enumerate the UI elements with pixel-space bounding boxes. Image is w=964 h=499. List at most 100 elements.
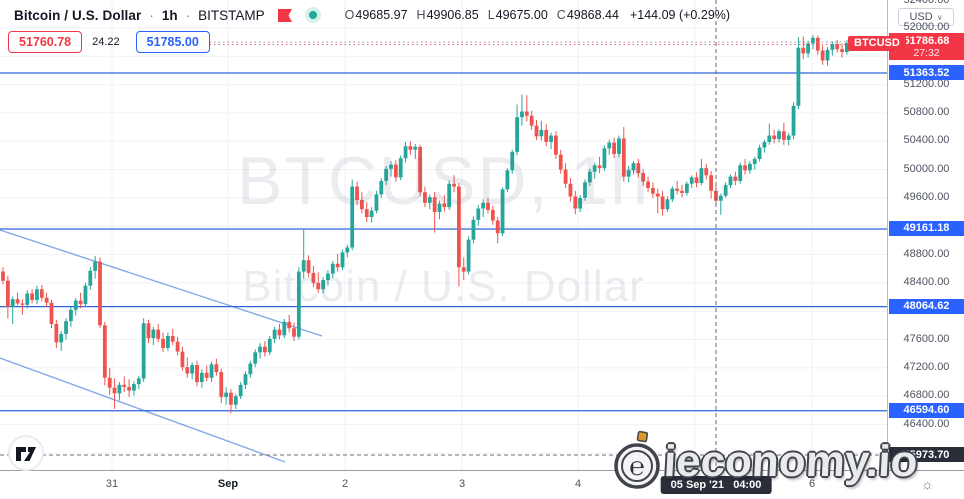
close-value: 49868.44 (566, 8, 619, 22)
candle-down (122, 384, 127, 387)
red-flag-icon[interactable] (277, 8, 293, 22)
candle-down (335, 263, 340, 268)
candle-down (277, 329, 282, 336)
candle-down (20, 303, 25, 305)
close-label: C (556, 8, 566, 22)
candle-up (602, 148, 607, 169)
candle-up (190, 365, 195, 374)
candle-down (214, 364, 219, 373)
candle-up (500, 189, 505, 234)
candle-up (253, 352, 258, 364)
candle-up (282, 321, 287, 336)
candle-down (219, 372, 224, 397)
candle-up (592, 165, 597, 172)
sell-button[interactable]: 51760.78 (8, 31, 83, 53)
candle-up (301, 260, 306, 272)
open-value: 49685.97 (355, 8, 408, 22)
candle-down (1, 271, 5, 281)
candle-up (762, 141, 767, 148)
candle-up (35, 289, 39, 300)
candle-down (714, 190, 718, 201)
candle-up (752, 158, 757, 164)
candle-down (102, 325, 107, 378)
candle-up (413, 146, 418, 150)
candle-up (267, 338, 272, 353)
candle-up (510, 151, 515, 171)
candle-down (544, 129, 549, 142)
candle-up (583, 182, 587, 198)
candle-down (704, 168, 709, 176)
candle-up (767, 135, 772, 142)
candle-up (238, 384, 243, 397)
candle-up (718, 195, 723, 201)
candle-up (631, 163, 636, 171)
price-axis-label: 46400.00 (903, 417, 950, 430)
candle-down (534, 125, 539, 137)
tradingview-logo[interactable] (6, 434, 46, 474)
time-axis-label: 4 (574, 478, 582, 490)
candle-down (675, 188, 680, 191)
candle-up (786, 135, 791, 140)
crosshair-time-badge: 05 Sep '21 04:00 (660, 476, 772, 494)
candle-up (689, 177, 694, 184)
candle-down (107, 377, 112, 388)
price-axis-label: 48400.00 (903, 275, 950, 288)
candle-up (665, 199, 670, 210)
candle-down (641, 173, 646, 182)
candle-down (393, 164, 398, 178)
candle-up (748, 163, 752, 171)
currency-label: USD (909, 11, 933, 23)
candle-down (175, 341, 180, 352)
candle-down (558, 154, 563, 170)
candle-up (723, 185, 728, 196)
candle-up (549, 135, 553, 142)
candle-up (777, 131, 781, 140)
candle-down (5, 280, 10, 307)
currency-selector[interactable]: USD ∨ (898, 8, 954, 26)
interval-label[interactable]: 1h (161, 7, 178, 23)
high-label: H (416, 8, 426, 22)
time-axis-label: Sep (217, 478, 239, 490)
candle-up (791, 105, 796, 136)
candle-up (272, 329, 277, 339)
market-status-dot (308, 11, 317, 19)
candle-down (54, 323, 59, 343)
candle-down (563, 169, 568, 184)
candle-down (98, 261, 102, 326)
price-axis-label: 47600.00 (903, 332, 950, 345)
candle-down (127, 386, 131, 391)
candle-up (59, 333, 64, 343)
change-value: +144.09 (+0.29%) (629, 8, 731, 22)
candle-up (825, 49, 830, 61)
candle-up (481, 202, 486, 209)
candle-down (360, 200, 364, 210)
buy-button[interactable]: 51785.00 (135, 31, 210, 53)
last-price-value: 51786.68 (903, 34, 950, 47)
candle-up (466, 239, 471, 272)
trendline (0, 357, 286, 463)
exchange-label[interactable]: BITSTAMP (198, 7, 265, 23)
candle-up (243, 374, 248, 385)
price-axis-label: 51200.00 (903, 77, 950, 90)
price-axis-label: 52400.00 (903, 0, 950, 6)
candle-down (733, 176, 738, 181)
candle-up (166, 335, 170, 349)
candle-up (738, 165, 743, 181)
candle-down (170, 335, 175, 342)
candle-down (597, 165, 602, 169)
candle-down (185, 367, 190, 374)
time-axis[interactable]: 05 Sep '21 04:00 31 Sep 2 3 4 6 (0, 470, 964, 499)
price-axis-label: 52000.00 (903, 20, 950, 33)
level-price-badge: 49161.18 (889, 220, 964, 236)
candle-down (195, 365, 199, 383)
candle-up (427, 197, 432, 203)
spread-value: 24.22 (92, 36, 120, 48)
level-price-badge: 46594.60 (889, 402, 964, 418)
candle-down (311, 272, 316, 283)
symbol-title[interactable]: Bitcoin / U.S. Dollar (14, 7, 142, 23)
separator: · (149, 7, 154, 23)
price-axis[interactable]: USD ∨ 52400.00 52000.00 51200.00 50800.00 50… (887, 0, 964, 470)
market-status-ring[interactable] (304, 7, 321, 23)
